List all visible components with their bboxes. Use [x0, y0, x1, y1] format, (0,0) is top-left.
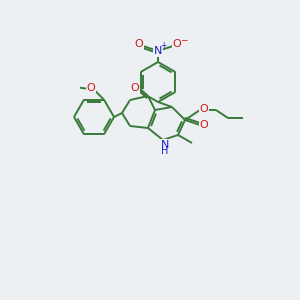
Text: O: O: [130, 83, 140, 93]
Text: N: N: [154, 46, 162, 56]
Text: +: +: [160, 41, 166, 50]
Text: H: H: [161, 146, 169, 156]
Text: O: O: [87, 83, 95, 93]
Text: O: O: [200, 120, 208, 130]
Text: O: O: [172, 39, 182, 49]
Text: O: O: [200, 104, 208, 114]
Text: O: O: [135, 39, 143, 49]
Text: N: N: [161, 140, 169, 150]
Text: −: −: [180, 35, 188, 44]
